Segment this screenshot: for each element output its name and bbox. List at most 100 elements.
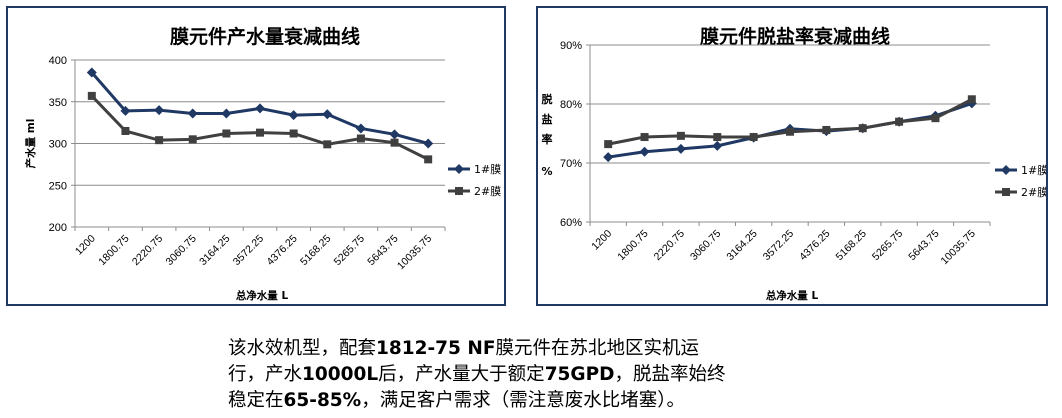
data-point bbox=[288, 110, 299, 121]
data-point bbox=[87, 91, 96, 100]
data-point bbox=[289, 129, 298, 138]
data-point bbox=[86, 67, 97, 78]
x-tick-label: 2220.75 bbox=[652, 228, 687, 263]
data-point bbox=[256, 128, 264, 137]
desalination-decay-chart-panel: 膜元件脱盐率衰减曲线 60% 70% 80% 90% 1200 1800.75 2220.75… bbox=[536, 6, 1048, 306]
y-tick-label: 300 bbox=[49, 139, 67, 151]
data-point bbox=[822, 125, 831, 134]
y-axis-label: 率 bbox=[542, 132, 553, 146]
y-axis-label: 产水量 ml bbox=[24, 119, 37, 169]
data-point bbox=[356, 134, 365, 143]
data-point bbox=[786, 127, 794, 136]
caption-highlight: 10000L bbox=[302, 364, 379, 385]
flow-decay-chart-panel: 膜元件产水量衰减曲线 200 250 300 350 400 1200 1800.75 2220… bbox=[6, 6, 506, 306]
caption-line-2: 行，产水10000L后，产水量大于额定75GPD，脱盐率始终 bbox=[228, 362, 828, 388]
data-point bbox=[355, 123, 366, 134]
caption-text: 膜元件在苏北地区实机运 bbox=[495, 338, 700, 359]
y-axis-label: 脱 bbox=[542, 92, 553, 106]
x-axis-label: 总净水量 L bbox=[236, 289, 289, 302]
caption-text: 后，产水量大于额定 bbox=[378, 364, 545, 385]
chart-title: 膜元件产水量衰减曲线 bbox=[169, 25, 360, 48]
x-tick-label: 5168.25 bbox=[298, 233, 333, 268]
data-point bbox=[222, 129, 231, 138]
desalination-decay-chart: 膜元件脱盐率衰减曲线 60% 70% 80% 90% 1200 1800.75 2220.75… bbox=[541, 25, 1046, 302]
legend-marker bbox=[454, 164, 464, 174]
y-tick-label: 80% bbox=[560, 99, 582, 111]
legend-label: 2#膜 bbox=[474, 185, 501, 198]
x-tick-label: 10035.75 bbox=[938, 228, 978, 268]
legend-label: 1#膜 bbox=[474, 163, 501, 176]
data-point bbox=[424, 155, 433, 164]
data-point bbox=[255, 103, 265, 114]
legend-marker bbox=[1002, 188, 1010, 196]
x-tick-label: 10035.75 bbox=[395, 233, 435, 273]
legend-marker bbox=[455, 187, 463, 195]
caption-text: 行，产水 bbox=[228, 364, 303, 385]
caption-text: ，满足客户需求（需注意废水比堵塞）。 bbox=[361, 390, 685, 411]
y-tick-label: 400 bbox=[49, 55, 67, 67]
x-tick-label: 1200 bbox=[73, 233, 98, 258]
x-tick-label: 3164.25 bbox=[197, 233, 232, 268]
data-point bbox=[895, 117, 904, 126]
data-point bbox=[712, 140, 723, 151]
data-point bbox=[603, 152, 614, 163]
data-point bbox=[676, 131, 685, 140]
legend-label: 2#膜 bbox=[1021, 186, 1046, 199]
data-point bbox=[154, 105, 165, 116]
flow-decay-chart: 膜元件产水量衰减曲线 200 250 300 350 400 12001800.752220… bbox=[24, 25, 501, 302]
data-point bbox=[604, 140, 613, 149]
caption-line-3: 稳定在65-85%，满足客户需求（需注意废水比堵塞）。 bbox=[228, 388, 828, 414]
x-tick-label: 3572.25 bbox=[761, 228, 796, 263]
x-axis-label: 总净水量 L bbox=[766, 289, 819, 302]
x-tick-label: 5168.25 bbox=[834, 228, 869, 263]
data-point bbox=[120, 105, 131, 116]
caption-highlight: 65-85% bbox=[283, 390, 362, 411]
y-tick-label: 200 bbox=[49, 222, 67, 234]
x-tick-label: 1800.75 bbox=[615, 228, 650, 263]
x-tick-label: 5643.75 bbox=[906, 228, 941, 263]
data-point bbox=[713, 133, 722, 142]
data-point bbox=[749, 133, 758, 142]
y-tick-label: 250 bbox=[49, 180, 67, 192]
data-point bbox=[322, 109, 333, 120]
x-tick-label: 3060.75 bbox=[688, 228, 723, 263]
series-line bbox=[607, 97, 973, 146]
data-point bbox=[155, 136, 164, 145]
data-point bbox=[221, 108, 232, 119]
y-tick-label: 60% bbox=[560, 217, 582, 229]
caption-highlight: 75GPD bbox=[544, 364, 615, 385]
x-tick-label: 3164.25 bbox=[724, 228, 759, 263]
legend-label: 1#膜 bbox=[1021, 164, 1046, 177]
x-tick-label: 3060.75 bbox=[164, 233, 199, 268]
data-point bbox=[121, 126, 130, 135]
x-tick-label: 4376.25 bbox=[797, 228, 832, 263]
y-tick-label: 350 bbox=[49, 97, 67, 109]
data-point bbox=[931, 114, 940, 123]
y-tick-label: 90% bbox=[560, 40, 582, 52]
data-point bbox=[640, 133, 649, 142]
data-point bbox=[389, 129, 400, 140]
data-point bbox=[188, 135, 197, 144]
caption-highlight: 1812-75 NF bbox=[376, 338, 496, 359]
data-point bbox=[858, 124, 867, 133]
x-tick-label: 1800.75 bbox=[96, 233, 131, 268]
caption-line-1: 该水效机型，配套1812-75 NF膜元件在苏北地区实机运 bbox=[228, 336, 828, 362]
y-axis-label: 盐 bbox=[542, 112, 553, 126]
x-tick-label: 5265.75 bbox=[870, 228, 905, 263]
y-axis-label: % bbox=[541, 165, 552, 178]
data-point bbox=[423, 138, 434, 149]
x-tick-label: 2220.75 bbox=[130, 233, 165, 268]
x-tick-label: 4376.25 bbox=[264, 233, 299, 268]
caption-text: 稳定在 bbox=[228, 390, 284, 411]
legend-marker bbox=[1001, 165, 1011, 175]
x-tick-label: 5265.75 bbox=[332, 233, 367, 268]
x-tick-label: 1200 bbox=[589, 228, 614, 253]
x-tick-label: 3572.25 bbox=[231, 233, 266, 268]
y-tick-label: 70% bbox=[560, 158, 582, 170]
data-point bbox=[967, 95, 976, 104]
data-point bbox=[323, 140, 332, 149]
caption-text: 该水效机型，配套 bbox=[228, 338, 377, 359]
data-point bbox=[639, 146, 650, 157]
caption-text: ，脱盐率始终 bbox=[614, 364, 726, 385]
data-point bbox=[390, 138, 399, 147]
